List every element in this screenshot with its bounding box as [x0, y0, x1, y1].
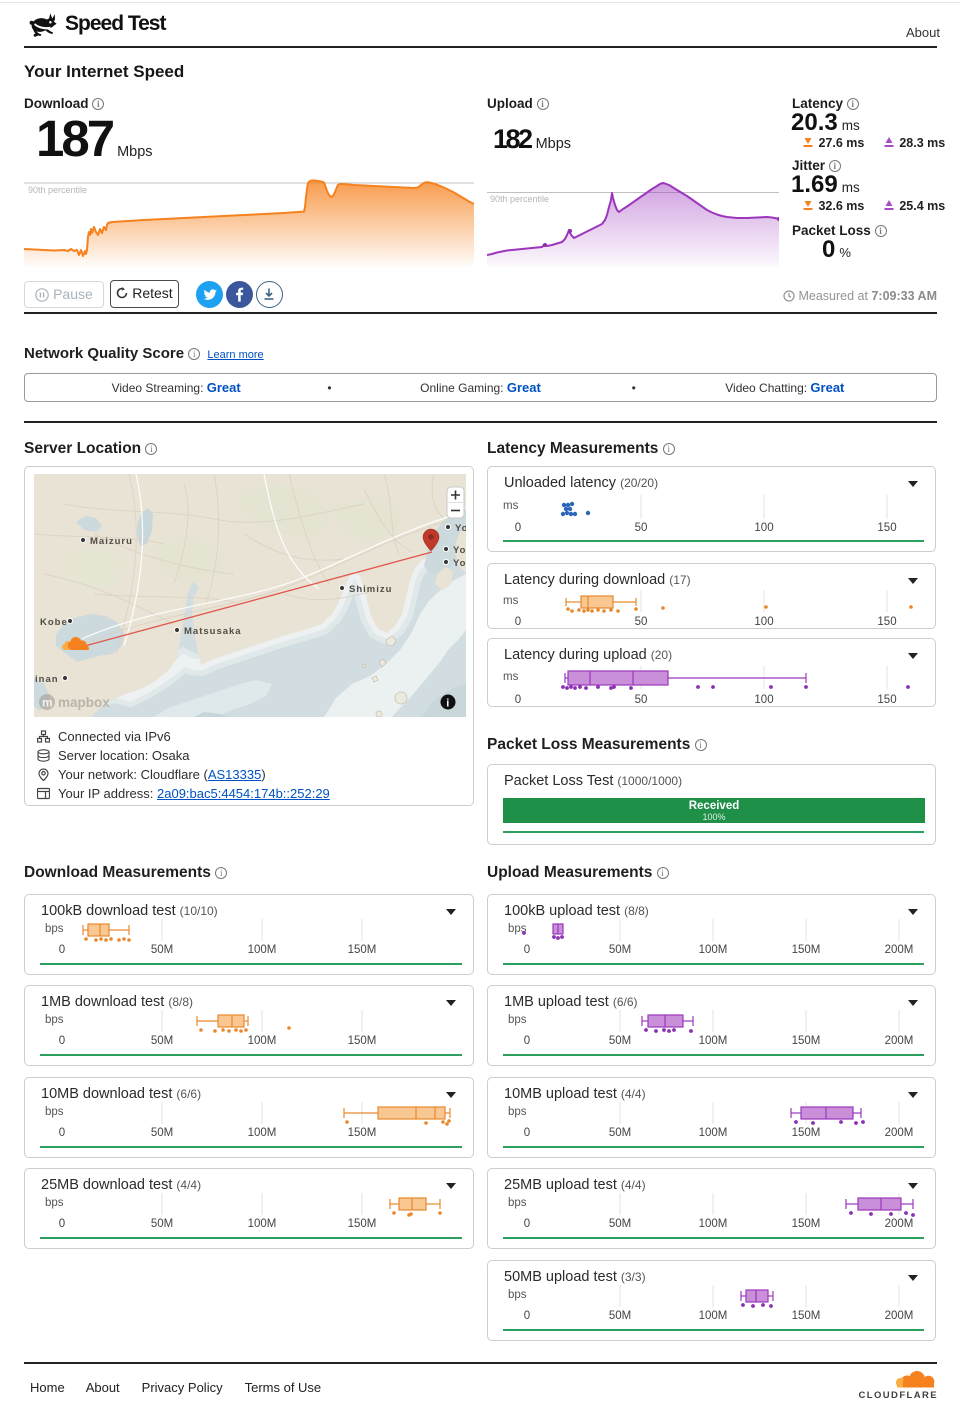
- svg-text:Shimizu: Shimizu: [349, 584, 392, 595]
- svg-text:50M: 50M: [609, 1127, 631, 1139]
- svg-text:100M: 100M: [699, 1127, 728, 1139]
- svg-text:150M: 150M: [348, 944, 377, 956]
- svg-text:Yok: Yok: [455, 523, 466, 534]
- svg-text:90th percentile: 90th percentile: [28, 185, 87, 195]
- svg-text:mapbox: mapbox: [58, 695, 110, 710]
- svg-text:200M: 200M: [885, 1218, 914, 1230]
- svg-text:200M: 200M: [885, 1035, 914, 1047]
- svg-text:50M: 50M: [609, 1310, 631, 1322]
- svg-text:100M: 100M: [248, 1035, 277, 1047]
- svg-text:Matsusaka: Matsusaka: [184, 626, 242, 637]
- svg-text:50: 50: [635, 616, 648, 628]
- svg-text:0: 0: [524, 1035, 530, 1047]
- svg-text:150M: 150M: [792, 1035, 821, 1047]
- svg-text:bps: bps: [508, 1106, 527, 1118]
- svg-text:ms: ms: [503, 595, 519, 607]
- svg-text:bps: bps: [508, 1197, 527, 1209]
- svg-text:150: 150: [877, 616, 896, 628]
- svg-text:ms: ms: [503, 500, 519, 512]
- svg-text:0: 0: [59, 1218, 65, 1230]
- svg-text:Kobe: Kobe: [40, 617, 68, 628]
- svg-text:200M: 200M: [885, 1127, 914, 1139]
- svg-text:Yokos: Yokos: [453, 558, 466, 569]
- svg-text:100M: 100M: [248, 1218, 277, 1230]
- svg-text:0: 0: [59, 944, 65, 956]
- svg-text:150M: 150M: [792, 944, 821, 956]
- svg-text:bps: bps: [508, 1014, 527, 1026]
- svg-text:100M: 100M: [248, 944, 277, 956]
- svg-text:50M: 50M: [609, 1218, 631, 1230]
- svg-text:0: 0: [524, 1218, 530, 1230]
- svg-text:100M: 100M: [248, 1127, 277, 1139]
- svg-text:100M: 100M: [699, 944, 728, 956]
- svg-text:50M: 50M: [151, 1218, 173, 1230]
- svg-text:150M: 150M: [348, 1127, 377, 1139]
- svg-text:50M: 50M: [151, 1127, 173, 1139]
- svg-text:50: 50: [635, 694, 648, 706]
- svg-text:90th percentile: 90th percentile: [490, 194, 549, 204]
- svg-text:bps: bps: [45, 1014, 64, 1026]
- svg-text:m: m: [42, 696, 53, 710]
- svg-text:100: 100: [754, 694, 773, 706]
- svg-text:50M: 50M: [609, 944, 631, 956]
- svg-text:100M: 100M: [699, 1218, 728, 1230]
- svg-text:i: i: [446, 698, 449, 710]
- svg-text:bps: bps: [508, 1289, 527, 1301]
- svg-text:200M: 200M: [885, 1310, 914, 1322]
- svg-text:0: 0: [515, 522, 521, 534]
- svg-text:0: 0: [515, 694, 521, 706]
- svg-text:100: 100: [754, 616, 773, 628]
- svg-text:bps: bps: [45, 1197, 64, 1209]
- svg-text:50M: 50M: [151, 1035, 173, 1047]
- svg-text:150M: 150M: [348, 1218, 377, 1230]
- svg-text:50M: 50M: [609, 1035, 631, 1047]
- svg-text:150: 150: [877, 694, 896, 706]
- svg-text:bps: bps: [45, 923, 64, 935]
- svg-text:0: 0: [59, 1035, 65, 1047]
- svg-text:0: 0: [524, 1127, 530, 1139]
- svg-text:150M: 150M: [792, 1310, 821, 1322]
- svg-text:0: 0: [524, 1310, 530, 1322]
- svg-text:bps: bps: [45, 1106, 64, 1118]
- svg-text:50: 50: [635, 522, 648, 534]
- svg-text:0: 0: [524, 944, 530, 956]
- svg-text:200M: 200M: [885, 944, 914, 956]
- svg-text:150M: 150M: [348, 1035, 377, 1047]
- svg-text:150: 150: [877, 522, 896, 534]
- svg-text:CLOUDFLARE: CLOUDFLARE: [859, 1390, 938, 1400]
- svg-text:bps: bps: [508, 923, 527, 935]
- svg-text:100: 100: [754, 522, 773, 534]
- svg-text:150M: 150M: [792, 1127, 821, 1139]
- svg-text:50M: 50M: [151, 944, 173, 956]
- svg-text:0: 0: [59, 1127, 65, 1139]
- svg-text:150M: 150M: [792, 1218, 821, 1230]
- svg-text:100M: 100M: [699, 1310, 728, 1322]
- svg-text:Yokoh: Yokoh: [453, 545, 466, 556]
- svg-text:ms: ms: [503, 671, 519, 683]
- svg-text:Maizuru: Maizuru: [90, 536, 133, 547]
- svg-text:100M: 100M: [699, 1035, 728, 1047]
- svg-text:0: 0: [515, 616, 521, 628]
- svg-text:inan: inan: [35, 674, 59, 685]
